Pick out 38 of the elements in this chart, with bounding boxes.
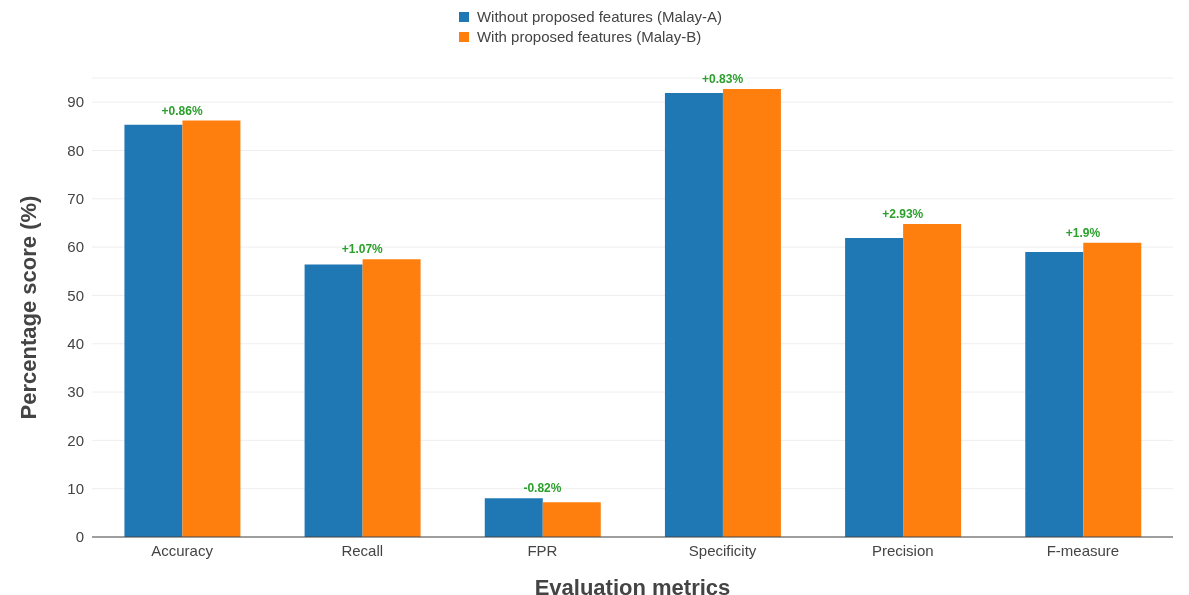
- y-tick-label: 70: [67, 190, 84, 208]
- bar: [362, 259, 421, 537]
- x-tick-label: FPR: [527, 541, 558, 559]
- bar: [664, 92, 723, 537]
- annotation: -0.82%: [523, 481, 562, 496]
- y-tick-label: 80: [67, 141, 84, 159]
- bar: [845, 237, 904, 537]
- x-tick-label: Specificity: [688, 541, 757, 559]
- y-tick-label: 0: [75, 528, 84, 546]
- bar: [1083, 242, 1142, 537]
- x-tick-label: Precision: [871, 541, 934, 559]
- legend-label: With proposed features (Malay-B): [476, 28, 702, 45]
- bar: [542, 502, 601, 537]
- x-tick-label: Accuracy: [151, 541, 214, 559]
- y-tick-label: 90: [67, 93, 84, 111]
- y-tick-label: 20: [67, 431, 84, 449]
- bar: [1025, 251, 1084, 537]
- x-tick-label: Recall: [341, 541, 384, 559]
- annotation: +2.93%: [882, 206, 924, 221]
- bar: [304, 264, 363, 537]
- x-axis-title: Evaluation metrics: [534, 575, 731, 595]
- annotation: +1.9%: [1065, 225, 1101, 240]
- y-tick-label: 60: [67, 238, 84, 256]
- legend-label: Without proposed features (Malay-A): [476, 8, 723, 25]
- bar: [124, 124, 183, 537]
- bar: [903, 223, 962, 537]
- x-tick-label: F-measure: [1046, 541, 1120, 559]
- bar: [722, 89, 781, 537]
- y-tick-label: 10: [67, 480, 84, 498]
- bar: [182, 120, 241, 537]
- annotation: +0.86%: [161, 103, 203, 118]
- annotation: +0.83%: [702, 72, 744, 87]
- annotation: +1.07%: [341, 242, 384, 257]
- y-tick-label: 40: [67, 335, 84, 353]
- y-axis-title: Percentage score (%): [15, 195, 41, 420]
- bar: [484, 498, 543, 537]
- y-tick-label: 50: [67, 286, 84, 304]
- y-tick-label: 30: [67, 383, 84, 401]
